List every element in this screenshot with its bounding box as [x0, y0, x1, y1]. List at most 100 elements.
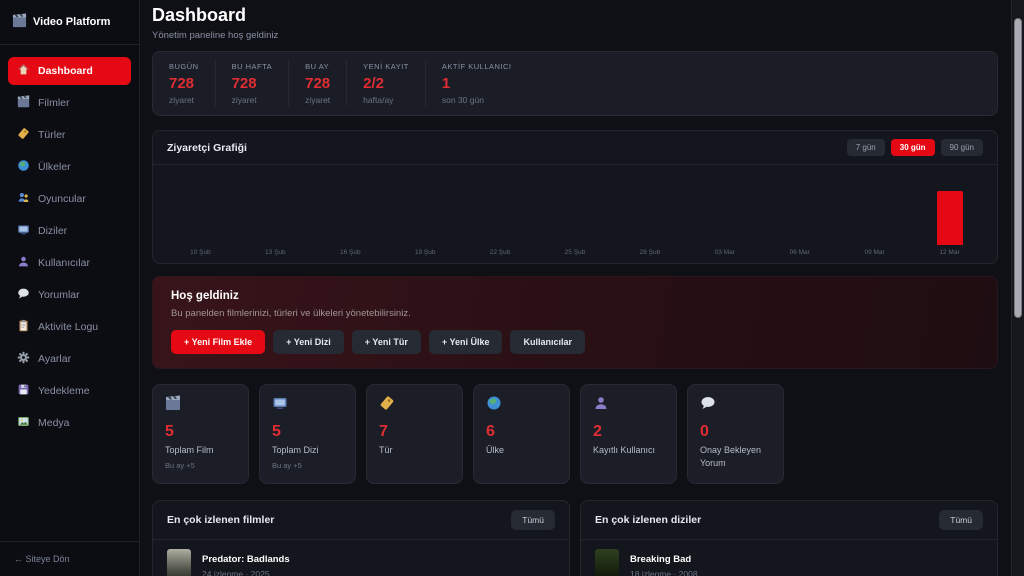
new-genre-button[interactable]: + Yeni Tür — [351, 330, 421, 354]
sidebar-item-ulkeler[interactable]: Ülkeler — [8, 153, 131, 181]
stat-new-signups: YENİ KAYIT 2/2 hafta/ay — [347, 61, 426, 106]
stat-this-week: BU HAFTA 728 ziyaret — [216, 61, 290, 106]
chart-x-label: 10 Şub — [190, 249, 211, 256]
speech-bubble-icon — [17, 287, 30, 303]
sidebar-item-kullanicilar[interactable]: Kullanıcılar — [8, 249, 131, 277]
series-list-item[interactable]: Breaking Bad 18 izlenme · 2008 — [581, 540, 997, 576]
sidebar-item-yorumlar[interactable]: Yorumlar — [8, 281, 131, 309]
stat-cards-row: 5 Toplam Film Bu ay +5 5 Toplam Dizi Bu … — [152, 384, 998, 485]
sidebar-item-ayarlar[interactable]: Ayarlar — [8, 345, 131, 373]
chart-column: 13 Şub — [238, 171, 313, 256]
sidebar-item-turler[interactable]: Türler — [8, 121, 131, 149]
card-countries: 6 Ülke — [473, 384, 570, 485]
users-button[interactable]: Kullanıcılar — [510, 330, 585, 354]
chart-column: 10 Şub — [163, 171, 238, 256]
home-icon — [17, 63, 30, 79]
film-poster — [167, 549, 191, 576]
films-all-button[interactable]: Tümü — [511, 510, 555, 531]
stat-this-month: BU AY 728 ziyaret — [289, 61, 348, 106]
series-meta: 18 izlenme · 2008 — [630, 568, 698, 576]
new-series-button[interactable]: + Yeni Dizi — [273, 330, 344, 354]
chart-x-label: 19 Şub — [414, 249, 436, 256]
page-title: Dashboard — [152, 5, 247, 25]
new-film-button[interactable]: + Yeni Film Ekle — [171, 330, 266, 354]
scrollbar-thumb[interactable] — [1014, 18, 1022, 318]
page-scrollbar[interactable] — [1011, 0, 1024, 576]
chart-column: 16 Şub — [313, 171, 388, 256]
sidebar-item-aktivite-logu[interactable]: Aktivite Logu — [8, 313, 131, 341]
series-all-button[interactable]: Tümü — [939, 510, 983, 531]
films-panel-title: En çok izlenen filmler — [167, 514, 275, 527]
chart-column: 12 Mar — [912, 171, 987, 256]
film-meta: 24 izlenme · 2025 — [202, 568, 270, 576]
tv-icon — [17, 223, 30, 239]
chart-x-label: 22 Şub — [489, 249, 511, 256]
sidebar-item-dashboard[interactable]: Dashboard — [8, 57, 131, 85]
app-title: Video Platform — [33, 16, 111, 28]
chart-x-label: 25 Şub — [564, 249, 586, 256]
back-to-site-link[interactable]: ← Siteye Dön — [0, 541, 139, 576]
clapperboard-icon — [12, 13, 27, 31]
chart-range-buttons: 7 gün 30 gün 90 gün — [846, 139, 983, 156]
stat-active-users: AKTİF KULLANICI 1 son 30 gün — [441, 62, 512, 105]
most-watched-films-panel: En çok izlenen filmler Tümü Predator: Ba… — [152, 500, 570, 576]
speech-bubble-icon — [700, 395, 771, 416]
gear-icon — [17, 351, 30, 367]
globe-icon — [17, 159, 30, 175]
people-icon — [17, 191, 30, 207]
film-title: Predator: Badlands — [202, 553, 290, 565]
range-7-days-button[interactable]: 7 gün — [846, 139, 885, 156]
sidebar: Video Platform Dashboard Filmler Türler … — [0, 0, 140, 576]
sidebar-item-filmler[interactable]: Filmler — [8, 89, 131, 117]
new-country-button[interactable]: + Yeni Ülke — [428, 330, 503, 354]
sidebar-item-medya[interactable]: Medya — [8, 409, 131, 437]
welcome-title: Hoş geldiniz — [171, 290, 239, 302]
chart-column: 06 Mar — [762, 171, 837, 256]
chart-header: Ziyaretçi Grafiği 7 gün 30 gün 90 gün — [153, 131, 997, 165]
visitors-chart-card: Ziyaretçi Grafiği 7 gün 30 gün 90 gün 10… — [152, 130, 998, 264]
chart-x-label: 06 Mar — [789, 249, 810, 256]
chart-x-label: 28 Şub — [639, 249, 661, 256]
chart-title: Ziyaretçi Grafiği — [167, 141, 247, 154]
card-total-series: 5 Toplam Dizi Bu ay +5 — [259, 384, 356, 485]
welcome-text: Bu panelden filmlerinizi, türleri ve ülk… — [171, 308, 411, 319]
floppy-disk-icon — [17, 383, 30, 399]
card-genres: 7 Tür — [366, 384, 463, 485]
chart-plot-area: 10 Şub 13 Şub 16 Şub 19 Şub 22 Şub 25 Şub 28 Ş… — [153, 165, 997, 263]
user-icon — [17, 255, 30, 271]
chart-x-label: 09 Mar — [864, 249, 885, 256]
tag-icon — [379, 395, 450, 416]
card-total-films: 5 Toplam Film Bu ay +5 — [152, 384, 249, 485]
range-90-days-button[interactable]: 90 gün — [940, 139, 983, 156]
quick-actions: + Yeni Film Ekle + Yeni Dizi + Yeni Tür … — [171, 330, 979, 354]
app-logo[interactable]: Video Platform — [0, 0, 139, 45]
sidebar-item-yedekleme[interactable]: Yedekleme — [8, 377, 131, 405]
sidebar-nav: Dashboard Filmler Türler Ülkeler Oyuncul… — [0, 45, 139, 437]
bottom-panels: En çok izlenen filmler Tümü Predator: Ba… — [152, 500, 998, 576]
main-content: Dashboard Yönetim paneline hoş geldiniz … — [140, 0, 1024, 576]
clapperboard-icon — [165, 395, 236, 416]
clipboard-icon — [17, 319, 30, 335]
most-watched-series-panel: En çok izlenen diziler Tümü Breaking Bad… — [580, 500, 998, 576]
chart-column: 03 Mar — [687, 171, 762, 256]
chart-column: 09 Mar — [837, 171, 912, 256]
image-icon — [17, 415, 30, 431]
range-30-days-button[interactable]: 30 gün — [890, 139, 935, 156]
chart-column: 25 Şub — [538, 171, 613, 256]
film-list-item[interactable]: Predator: Badlands 24 izlenme · 2025 — [153, 540, 569, 576]
card-registered-users: 2 Kayıtlı Kullanıcı — [580, 384, 677, 485]
chart-column: 22 Şub — [463, 171, 538, 256]
chart-column: 19 Şub — [388, 171, 463, 256]
chart-bars: 10 Şub 13 Şub 16 Şub 19 Şub 22 Şub 25 Şub 28 Ş… — [163, 171, 987, 256]
page-subtitle: Yönetim paneline hoş geldiniz — [152, 30, 279, 41]
clapperboard-icon — [17, 95, 30, 111]
series-title: Breaking Bad — [630, 553, 692, 565]
globe-icon — [486, 395, 557, 416]
user-icon — [593, 395, 664, 416]
card-pending-comments: 0 Onay Bekleyen Yorum — [687, 384, 784, 485]
sidebar-item-oyuncular[interactable]: Oyuncular — [8, 185, 131, 213]
chart-x-label: 03 Mar — [714, 249, 735, 256]
chart-x-label: 13 Şub — [265, 249, 286, 256]
welcome-panel: Hoş geldiniz Bu panelden filmlerinizi, t… — [152, 276, 998, 369]
sidebar-item-diziler[interactable]: Diziler — [8, 217, 131, 245]
